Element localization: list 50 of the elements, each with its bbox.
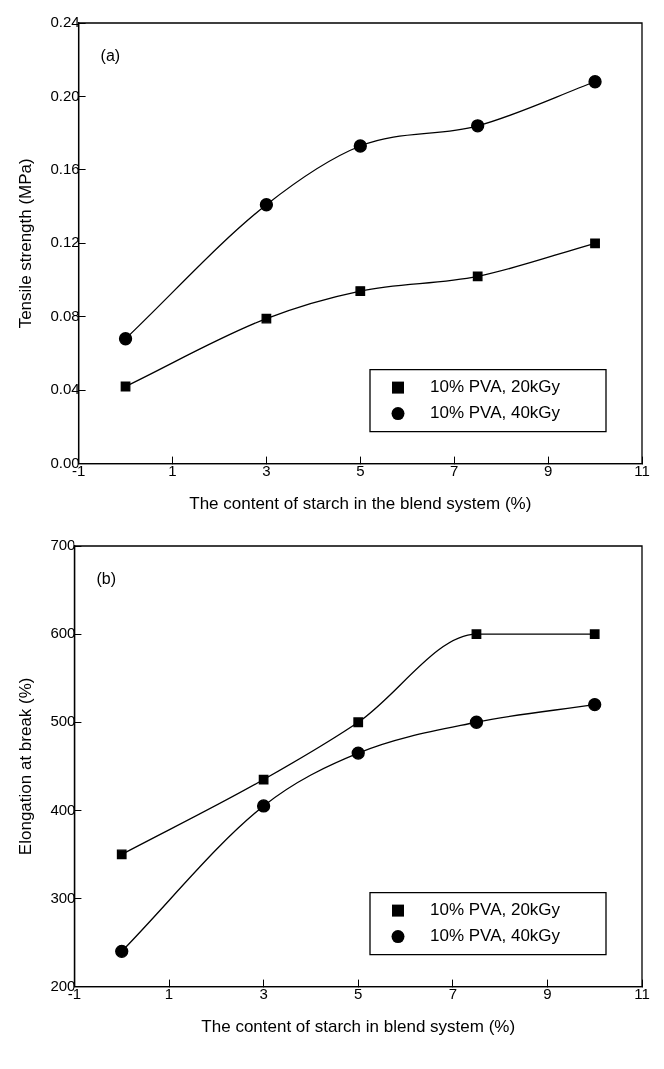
- x-axis-title: The content of starch in the blend system (%): [189, 494, 532, 514]
- y-tick-label: 700: [50, 536, 76, 554]
- y-tick-label: 600: [50, 624, 76, 642]
- point: [588, 75, 602, 89]
- annotation: (a): [100, 47, 121, 65]
- point: [353, 139, 367, 153]
- point: [355, 286, 366, 296]
- legend-label: 10% PVA, 40kGy: [430, 926, 561, 946]
- x-tick-label: 3: [259, 984, 268, 1002]
- x-tick-label: 7: [448, 984, 457, 1002]
- y-tick-label: 400: [50, 800, 76, 818]
- x-tick-label: 7: [450, 461, 459, 479]
- y-axis-title: Elongation at break (%): [15, 677, 35, 856]
- y-tick-label: 0.16: [50, 160, 80, 178]
- point: [588, 697, 602, 712]
- y-tick-label: 500: [50, 712, 76, 730]
- x-tick-label: 5: [354, 984, 363, 1002]
- point: [471, 629, 482, 640]
- x-axis-title: The content of starch in blend system (%): [201, 1017, 516, 1037]
- x-tick-label: 3: [262, 461, 271, 479]
- point: [259, 198, 274, 212]
- point: [589, 629, 600, 640]
- x-tick-label: 11: [634, 984, 650, 1002]
- y-axis-title: Tensile strength (MPa): [15, 158, 35, 329]
- x-tick-label: 5: [356, 461, 365, 479]
- y-tick-label: 0.08: [50, 306, 80, 324]
- point: [469, 715, 484, 729]
- point: [116, 849, 127, 860]
- x-tick-label: 9: [543, 461, 553, 479]
- point: [258, 774, 269, 785]
- x-tick-label: 9: [543, 984, 552, 1002]
- point: [351, 746, 365, 760]
- x-tick-label: 11: [634, 461, 650, 479]
- legend-label: 10% PVA, 20kGy: [430, 900, 561, 920]
- annotation: (b): [96, 570, 116, 588]
- point: [115, 944, 129, 958]
- x-tick-label: 1: [164, 984, 174, 1002]
- y-tick-label: 0.04: [50, 380, 80, 398]
- point: [353, 717, 364, 728]
- point: [472, 271, 483, 282]
- legend-label: 10% PVA, 20kGy: [430, 377, 561, 397]
- point: [471, 119, 485, 133]
- point: [590, 238, 600, 249]
- y-tick-label: 0.24: [50, 13, 80, 31]
- y-tick-label: 300: [50, 888, 76, 906]
- point: [118, 332, 133, 346]
- x-tick-label: 1: [168, 461, 177, 479]
- y-tick-label: 0.12: [50, 233, 80, 251]
- legend-label: 10% PVA, 40kGy: [430, 403, 561, 423]
- point: [256, 799, 271, 813]
